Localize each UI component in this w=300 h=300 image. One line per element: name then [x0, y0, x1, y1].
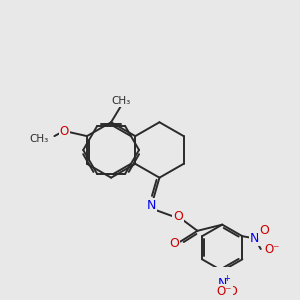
- Text: O: O: [227, 285, 237, 298]
- Text: CH₃: CH₃: [29, 134, 48, 144]
- Text: O: O: [60, 125, 69, 138]
- Text: +: +: [223, 274, 230, 283]
- Text: N: N: [147, 199, 156, 212]
- Text: N: N: [250, 232, 259, 245]
- Text: N: N: [218, 277, 227, 290]
- Text: CH₃: CH₃: [112, 96, 131, 106]
- Text: O⁻: O⁻: [217, 285, 232, 298]
- Text: +: +: [255, 229, 262, 238]
- Text: O⁻: O⁻: [265, 242, 280, 256]
- Text: O: O: [173, 211, 183, 224]
- Text: O: O: [169, 237, 179, 250]
- Text: O: O: [259, 224, 269, 237]
